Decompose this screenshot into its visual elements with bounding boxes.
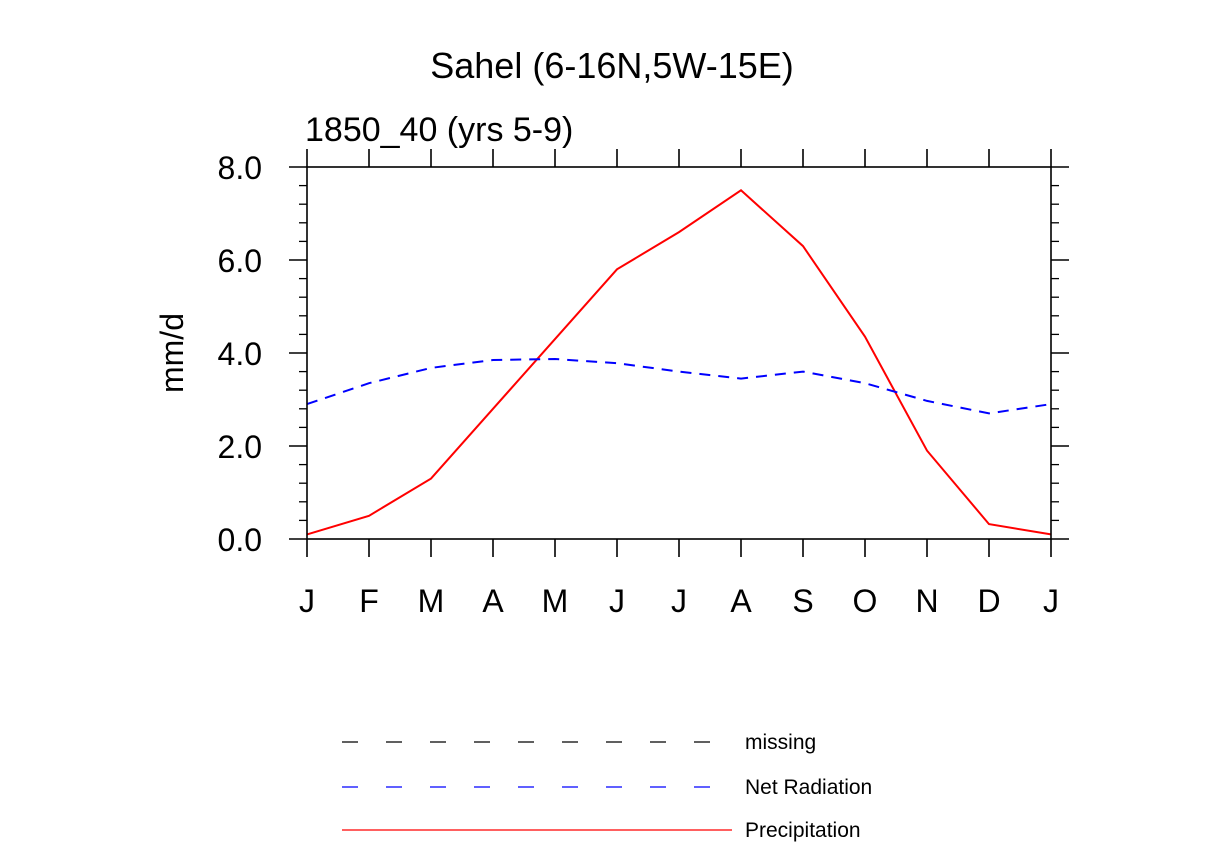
plot-frame [306,166,1052,540]
y-tick-label: 4.0 [218,336,262,372]
y-tick-labels: 0.0 2.0 4.0 6.0 8.0 [218,150,262,558]
x-tick-label: M [542,583,569,619]
x-tick-label: N [915,583,938,619]
x-tick-label: F [359,583,379,619]
x-tick-label: J [671,583,687,619]
x-tick-label: S [792,583,813,619]
x-tick-label: D [977,583,1000,619]
series-line-precipitation [306,189,1052,536]
x-tick-label: A [730,583,752,619]
legend: missing Net Radiation Precipitation [342,731,872,842]
y-tick-label: 6.0 [218,243,262,279]
chart-subtitle: 1850_40 (yrs 5-9) [305,111,573,149]
y-tick-label: 8.0 [218,150,262,186]
x-tick-label: A [482,583,504,619]
x-tick-label: M [418,583,445,619]
y-axis-label: mm/d [154,313,190,393]
legend-label: Precipitation [745,819,861,842]
x-tick-label: J [299,583,315,619]
x-tick-label: J [1043,583,1059,619]
legend-label: Net Radiation [745,776,872,799]
y-tick-label: 2.0 [218,429,262,465]
data-series [306,189,1052,536]
x-tick-label: O [853,583,878,619]
series-line-net-radiation [306,357,1052,415]
x-tick-label: J [609,583,625,619]
y-tick-label: 0.0 [218,522,262,558]
legend-label: missing [745,731,816,754]
chart-title: Sahel (6-16N,5W-15E) [430,45,794,86]
axis-ticks [289,149,1069,557]
